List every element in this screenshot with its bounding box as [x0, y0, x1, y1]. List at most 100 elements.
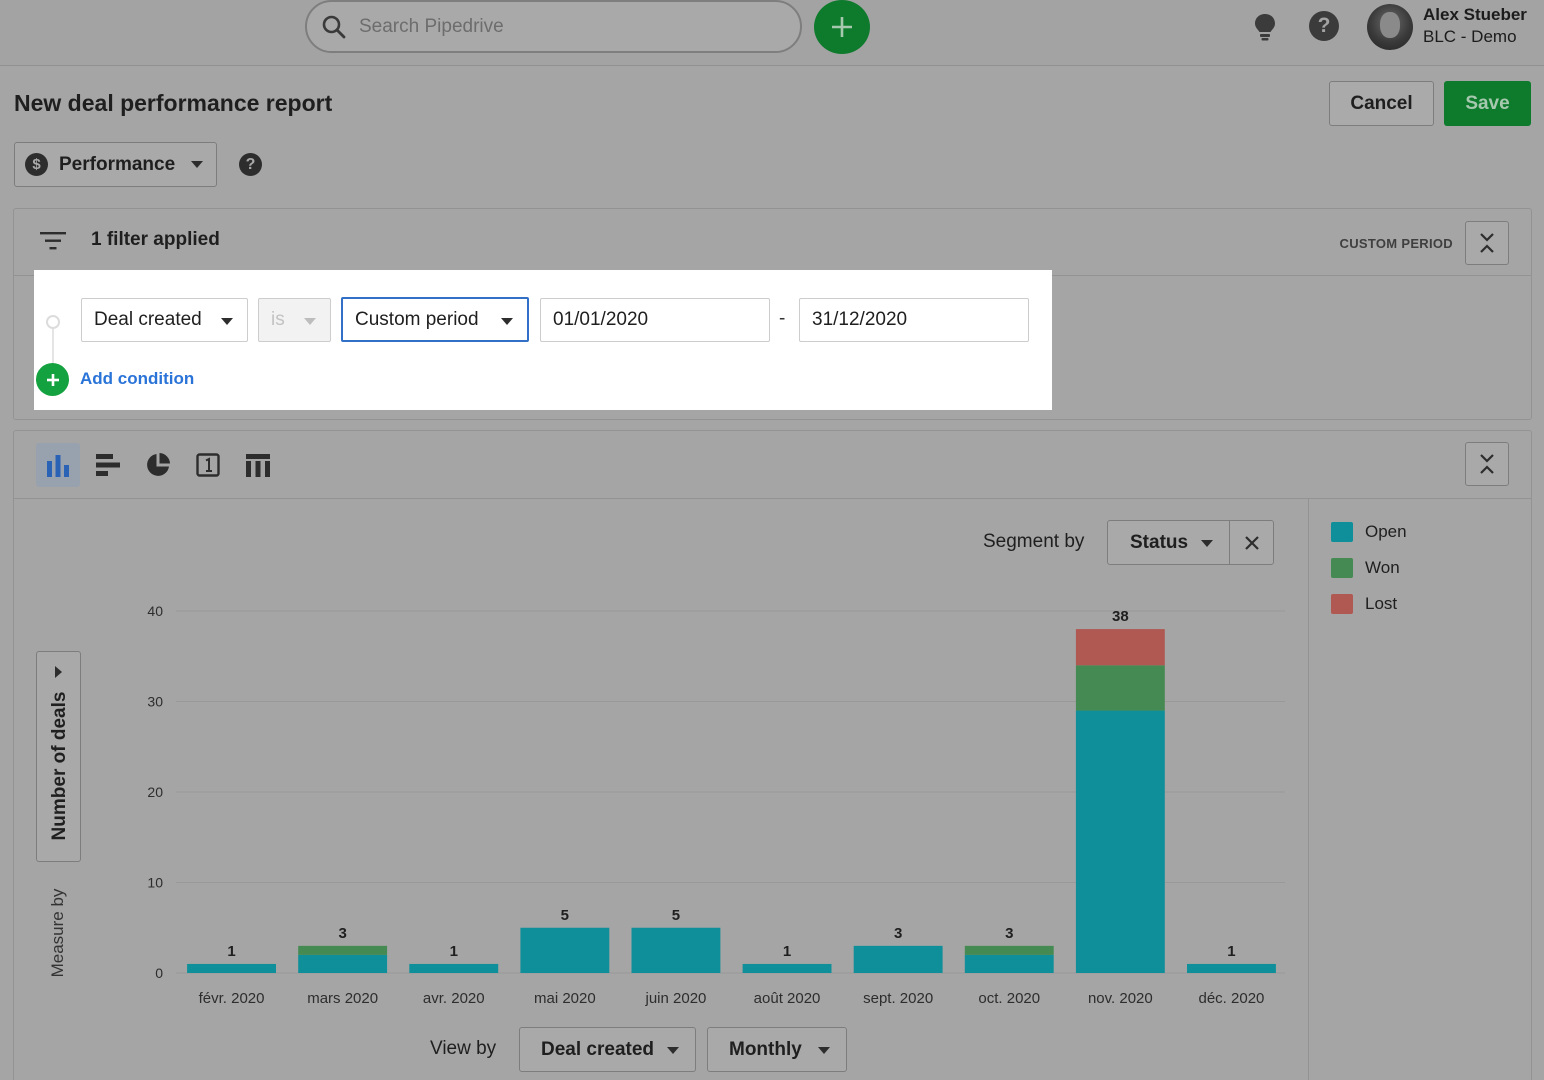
view-by-label: View by — [430, 1038, 497, 1059]
x-tick-label: déc. 2020 — [1199, 990, 1265, 1007]
bar-segment-open — [631, 927, 721, 973]
y-tick-label: 30 — [147, 694, 163, 710]
x-tick-label: mai 2020 — [534, 990, 596, 1007]
bar-total-label: 3 — [338, 925, 346, 942]
date-separator: - — [779, 308, 786, 329]
save-button[interactable]: Save — [1444, 81, 1531, 126]
chevron-down-icon — [667, 1047, 679, 1054]
bar-total-label: 5 — [672, 907, 680, 924]
quick-add-button[interactable] — [814, 0, 870, 54]
legend-item-open[interactable]: Open — [1331, 522, 1407, 542]
condition-dot — [46, 315, 60, 329]
date-from-input[interactable]: 01/01/2020 — [540, 298, 770, 342]
view-by-field-dropdown[interactable]: Deal created — [519, 1027, 696, 1072]
report-type-dropdown[interactable]: $ Performance — [14, 142, 217, 187]
search-icon — [322, 15, 346, 38]
bar-total-label: 1 — [1227, 943, 1235, 960]
view-by-interval-value: Monthly — [729, 1038, 802, 1060]
legend-label: Won — [1365, 558, 1400, 577]
report-type-label: Performance — [59, 153, 176, 175]
period-badge: CUSTOM PERIOD — [1339, 236, 1453, 251]
bar-total-label: 3 — [894, 925, 902, 942]
x-tick-label: févr. 2020 — [199, 990, 265, 1007]
dollar-icon: $ — [25, 153, 48, 176]
add-condition-icon[interactable] — [36, 363, 69, 396]
cancel-button[interactable]: Cancel — [1329, 81, 1434, 126]
legend-item-lost[interactable]: Lost — [1331, 594, 1397, 614]
view-by-field-value: Deal created — [541, 1038, 655, 1060]
plus-icon — [46, 373, 59, 386]
bar-total-label: 1 — [783, 943, 791, 960]
bar-segment-open — [409, 963, 499, 973]
view-by-interval-dropdown[interactable]: Monthly — [707, 1027, 847, 1072]
chevron-down-icon — [501, 318, 513, 325]
bar-chart-icon[interactable] — [36, 443, 80, 487]
avatar[interactable] — [1367, 4, 1413, 50]
bar-segment-open — [1187, 963, 1276, 973]
date-from-value: 01/01/2020 — [553, 309, 649, 330]
collapse-filters-button[interactable] — [1465, 221, 1509, 265]
bar-segment-open — [187, 963, 276, 973]
close-icon — [1244, 535, 1259, 550]
user-company[interactable]: BLC - Demo — [1423, 27, 1517, 46]
chevron-down-icon — [1201, 540, 1213, 547]
pie-chart-icon[interactable] — [136, 443, 180, 487]
plus-icon — [832, 17, 852, 37]
date-to-value: 31/12/2020 — [812, 309, 908, 330]
legend-divider — [1308, 499, 1309, 1080]
chart-type-toolbar — [14, 431, 1531, 499]
top-bar: Search Pipedrive ? Alex Stueber BLC - De… — [0, 0, 1544, 66]
bar-segment-won — [298, 945, 388, 955]
chevron-down-icon — [818, 1047, 830, 1054]
chevron-down-icon — [221, 318, 233, 325]
segment-by-dropdown[interactable]: Status — [1107, 520, 1230, 565]
x-tick-label: sept. 2020 — [863, 990, 933, 1007]
x-tick-label: oct. 2020 — [978, 990, 1040, 1007]
lightbulb-icon[interactable] — [1252, 12, 1278, 42]
user-name[interactable]: Alex Stueber — [1423, 5, 1527, 24]
filter-summary: 1 filter applied — [91, 229, 220, 250]
filter-field-value: Deal created — [94, 309, 202, 330]
clear-segment-button[interactable] — [1229, 520, 1274, 565]
chevron-right-icon — [55, 666, 62, 678]
horizontal-bar-chart-icon[interactable] — [86, 443, 130, 487]
y-tick-label: 10 — [147, 875, 163, 891]
search-placeholder: Search Pipedrive — [359, 15, 504, 37]
segment-by-value: Status — [1130, 531, 1189, 553]
search-input[interactable]: Search Pipedrive — [305, 0, 802, 53]
date-to-input[interactable]: 31/12/2020 — [799, 298, 1029, 342]
filter-period-select[interactable]: Custom period — [341, 297, 529, 342]
condition-connector — [52, 329, 54, 365]
bar-total-label: 38 — [1112, 608, 1129, 625]
filter-condition-row: Deal created is Custom period 01/01/2020… — [34, 270, 1052, 410]
scorecard-icon[interactable] — [186, 443, 230, 487]
collapse-chart-button[interactable] — [1465, 442, 1509, 486]
legend-item-won[interactable]: Won — [1331, 558, 1400, 578]
y-tick-label: 0 — [155, 965, 163, 981]
filter-period-value: Custom period — [355, 308, 479, 330]
x-tick-label: juin 2020 — [645, 990, 707, 1007]
help-icon[interactable]: ? — [1309, 11, 1339, 41]
add-condition-link[interactable]: Add condition — [80, 369, 195, 388]
report-help-icon[interactable]: ? — [239, 153, 262, 176]
x-tick-label: avr. 2020 — [423, 990, 485, 1007]
filter-field-select[interactable]: Deal created — [81, 298, 248, 342]
table-icon[interactable] — [236, 443, 280, 487]
filter-operator-value: is — [271, 309, 285, 330]
segment-by-label: Segment by — [983, 531, 1085, 552]
bar-segment-open — [1075, 710, 1165, 973]
bar-segment-open — [298, 954, 388, 973]
bar-segment-open — [742, 963, 832, 973]
bar-total-label: 1 — [450, 943, 458, 960]
bar-total-label: 3 — [1005, 925, 1013, 942]
bar-total-label: 1 — [227, 943, 235, 960]
bar-segment-open — [520, 927, 610, 973]
page-title: New deal performance report — [14, 90, 333, 116]
filter-operator-select: is — [258, 298, 331, 342]
chevron-down-icon — [191, 161, 204, 168]
bar-segment-open — [964, 954, 1054, 973]
x-tick-label: août 2020 — [754, 990, 821, 1007]
measure-by-dropdown[interactable]: Number of deals — [36, 651, 81, 862]
collapse-icon — [1480, 454, 1494, 474]
